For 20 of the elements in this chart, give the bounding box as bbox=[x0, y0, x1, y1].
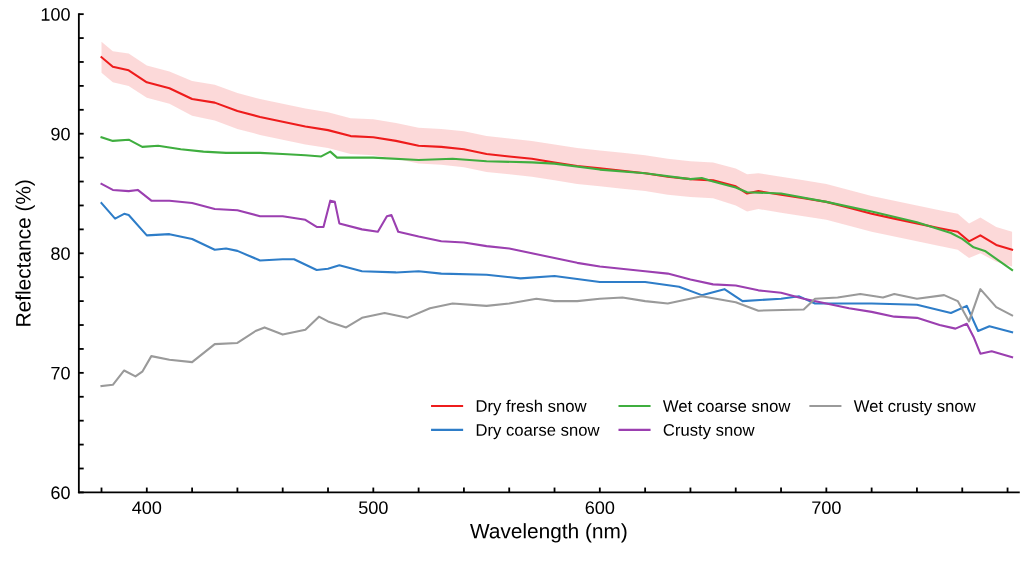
legend-label: Wet crusty snow bbox=[853, 400, 976, 416]
line-series bbox=[100, 288, 1014, 388]
x-tick-label: 600 bbox=[585, 501, 615, 515]
legend-label: Wet coarse snow bbox=[662, 400, 791, 412]
y-tick-label: 90 bbox=[51, 127, 70, 141]
x-tick-label: 500 bbox=[358, 501, 388, 515]
y-tick-label: 60 bbox=[51, 486, 70, 500]
legend-label: Dry fresh snow bbox=[476, 399, 587, 416]
y-tick-label: 100 bbox=[41, 8, 70, 21]
x-axis-title: Wavelength (nm) bbox=[470, 523, 627, 543]
x-tick-label: 400 bbox=[132, 501, 162, 515]
y-axis-title: Reflectance (%) bbox=[15, 180, 35, 326]
legend-label: Crusty snow bbox=[663, 424, 755, 440]
line-series bbox=[100, 182, 1014, 359]
y-tick-label: 70 bbox=[51, 366, 70, 380]
line-series bbox=[100, 202, 1014, 334]
legend-label: Dry coarse snow bbox=[476, 424, 600, 440]
x-tick-label: 700 bbox=[812, 501, 841, 515]
line-series bbox=[100, 136, 1014, 272]
y-tick-label: 80 bbox=[51, 247, 70, 261]
